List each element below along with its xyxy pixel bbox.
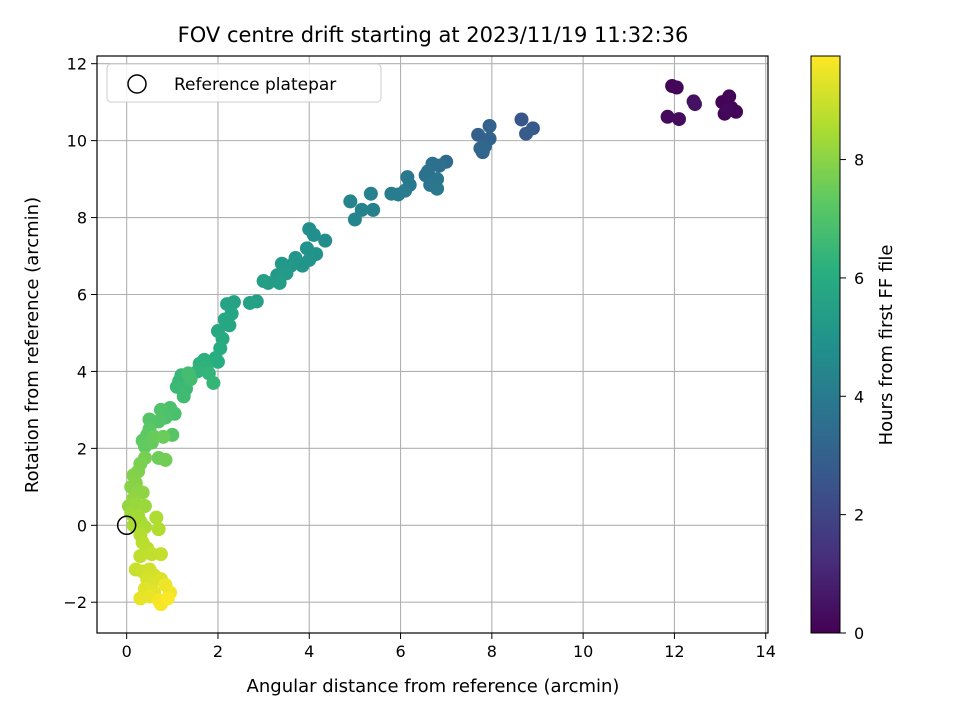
data-point xyxy=(306,227,321,242)
legend-reference-icon xyxy=(127,74,147,94)
data-point xyxy=(160,591,175,606)
data-point xyxy=(181,366,196,381)
data-point xyxy=(430,181,445,196)
colorbar-tick-label: 6 xyxy=(854,269,864,288)
x-tick-label: 10 xyxy=(573,642,593,661)
data-point xyxy=(210,354,225,369)
x-tick-label: 8 xyxy=(487,642,497,661)
colorbar-tick-label: 2 xyxy=(854,506,864,525)
legend-box xyxy=(106,63,382,103)
x-axis-ticks: 0 2 4 6 8 10 12 14 xyxy=(122,633,776,661)
data-point xyxy=(256,274,271,289)
x-tick-label: 0 xyxy=(122,642,132,661)
data-point xyxy=(242,295,257,310)
colorbar-tick-label: 8 xyxy=(854,151,864,170)
data-point xyxy=(473,141,488,156)
y-tick-label: 4 xyxy=(77,362,87,381)
y-tick-label: 6 xyxy=(77,285,87,304)
data-point xyxy=(363,186,378,201)
data-point xyxy=(384,186,399,201)
y-tick-label: 10 xyxy=(67,132,87,151)
data-point xyxy=(206,375,221,390)
data-point xyxy=(176,389,191,404)
colorbar-label: Hours from first FF file xyxy=(876,245,897,446)
x-axis-label: Angular distance from reference (arcmin) xyxy=(247,676,620,697)
data-point xyxy=(671,112,686,127)
plot-frame xyxy=(96,55,769,634)
grid-lines xyxy=(97,56,768,633)
colorbar-ticks: 0 2 4 6 8 xyxy=(840,151,864,643)
data-point xyxy=(519,126,534,141)
data-point xyxy=(347,212,362,227)
colorbar-tick-label: 4 xyxy=(854,387,864,406)
x-tick-label: 2 xyxy=(213,642,223,661)
colorbar: 0 2 4 6 8 Hours from first FF file xyxy=(810,55,897,643)
reference-platepar-marker xyxy=(116,515,137,536)
y-tick-label: −2 xyxy=(63,593,87,612)
x-tick-label: 4 xyxy=(304,642,314,661)
data-point xyxy=(156,429,171,444)
data-point xyxy=(133,549,148,564)
x-tick-label: 12 xyxy=(664,642,684,661)
data-point xyxy=(149,510,164,525)
legend: Reference platepar xyxy=(106,63,382,103)
y-tick-label: 8 xyxy=(77,209,87,228)
data-point xyxy=(514,112,529,127)
data-point xyxy=(142,412,157,427)
data-point xyxy=(660,109,675,124)
data-point xyxy=(153,547,168,562)
data-point xyxy=(318,233,333,248)
data-point xyxy=(343,194,358,209)
y-tick-label: 12 xyxy=(67,55,87,74)
data-point xyxy=(151,522,166,537)
x-tick-label: 6 xyxy=(395,642,405,661)
y-axis-ticks: −2 0 2 4 6 8 10 12 xyxy=(63,55,97,612)
data-point xyxy=(471,127,486,142)
data-point xyxy=(687,97,702,112)
data-point xyxy=(272,275,287,290)
colorbar-gradient xyxy=(810,55,841,634)
data-point xyxy=(722,89,737,104)
y-tick-label: 0 xyxy=(77,516,87,535)
legend-label-reference: Reference platepar xyxy=(174,75,336,95)
colorbar-tick-label: 0 xyxy=(854,624,864,643)
chart-title: FOV centre drift starting at 2023/11/19 … xyxy=(178,23,689,47)
y-tick-label: 2 xyxy=(77,439,87,458)
y-axis-label: Rotation from reference (arcmin) xyxy=(22,197,43,493)
data-point xyxy=(669,80,684,95)
data-point xyxy=(482,119,497,134)
data-point xyxy=(719,102,734,117)
data-points xyxy=(121,79,744,612)
data-point xyxy=(366,202,381,217)
data-point xyxy=(222,318,237,333)
data-point xyxy=(153,402,168,417)
x-tick-label: 14 xyxy=(756,642,776,661)
data-point xyxy=(158,452,173,467)
